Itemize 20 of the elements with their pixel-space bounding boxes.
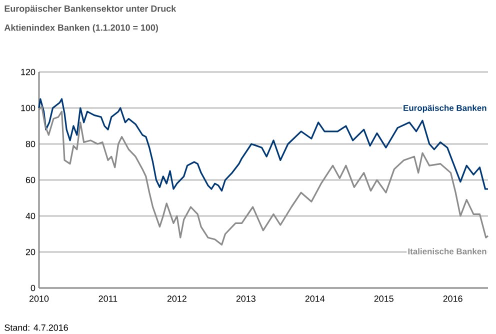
series-label: Italienische Banken xyxy=(408,248,486,254)
line-series xyxy=(38,98,489,192)
x-tick-label: 2014 xyxy=(305,296,325,302)
x-tick-label: 2012 xyxy=(167,296,186,302)
chart-title: Europäischer Bankensektor unter Druck xyxy=(4,5,176,14)
y-tick-label: 20 xyxy=(26,248,36,256)
x-tick-label: 2015 xyxy=(374,296,394,302)
text: Stand: 4.7.2016 xyxy=(4,324,68,331)
x-tick-label: 2010 xyxy=(29,296,49,302)
y-tick-label: 100 xyxy=(21,104,36,112)
y-tick-label: 80 xyxy=(26,140,36,148)
y-tick-label: 0 xyxy=(30,284,36,292)
x-tick-label: 2011 xyxy=(98,296,118,302)
y-tick-label: 60 xyxy=(26,176,36,184)
x-tick-label: 2013 xyxy=(236,296,256,302)
x-tick-label: 2016 xyxy=(443,296,462,302)
chart-subtitle: Aktienindex Banken (1.1.2010 = 100) xyxy=(4,24,158,33)
series-label: Europäische Banken xyxy=(404,104,486,113)
y-tick-label: 120 xyxy=(21,68,36,76)
y-tick-label: 40 xyxy=(26,212,36,220)
